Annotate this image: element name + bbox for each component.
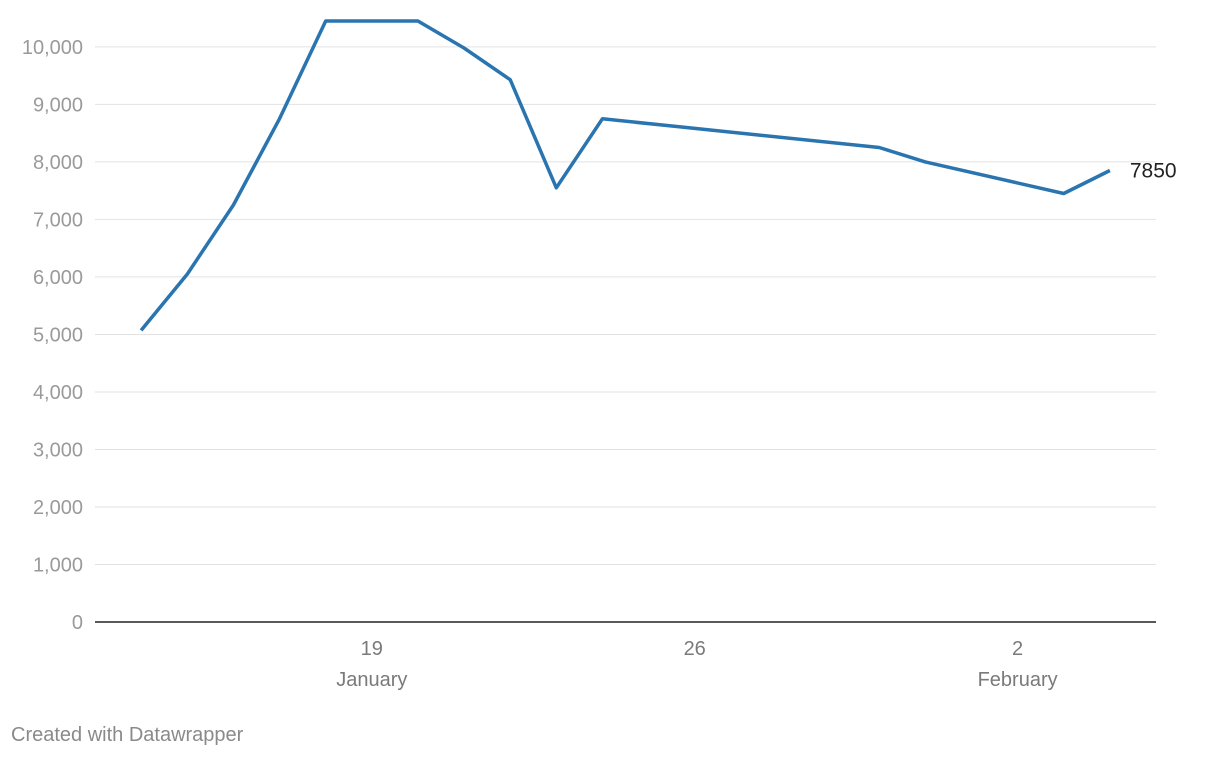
y-tick-label: 10,000 [22,37,83,59]
y-tick-label: 6,000 [33,267,83,289]
y-tick-label: 8,000 [33,152,83,174]
series-line [139,19,1111,332]
y-tick-label: 3,000 [33,439,83,461]
x-axis-ticks: 19 January 26 2 February [336,638,1057,691]
x-tick-day: 2 [1012,638,1023,660]
x-tick-day: 19 [361,638,383,660]
x-tick-day: 26 [684,638,706,660]
end-value-label: 7850 [1130,160,1177,183]
y-tick-label: 4,000 [33,382,83,404]
y-tick-label: 7,000 [33,209,83,231]
x-tick-month: February [978,669,1058,691]
footer-credit: Created with Datawrapper [11,724,244,746]
y-axis-ticks: 0 1,000 2,000 3,000 4,000 5,000 6,000 7,000 8,00… [22,37,83,634]
y-tick-label: 0 [72,612,83,634]
line-chart: 0 1,000 2,000 3,000 4,000 5,000 6,000 7,000 8,00… [22,19,1177,691]
y-tick-label: 9,000 [33,94,83,116]
x-tick-month: January [336,669,407,691]
y-tick-label: 5,000 [33,324,83,346]
gridlines [95,46,1156,565]
y-tick-label: 2,000 [33,497,83,519]
y-tick-label: 1,000 [33,554,83,576]
